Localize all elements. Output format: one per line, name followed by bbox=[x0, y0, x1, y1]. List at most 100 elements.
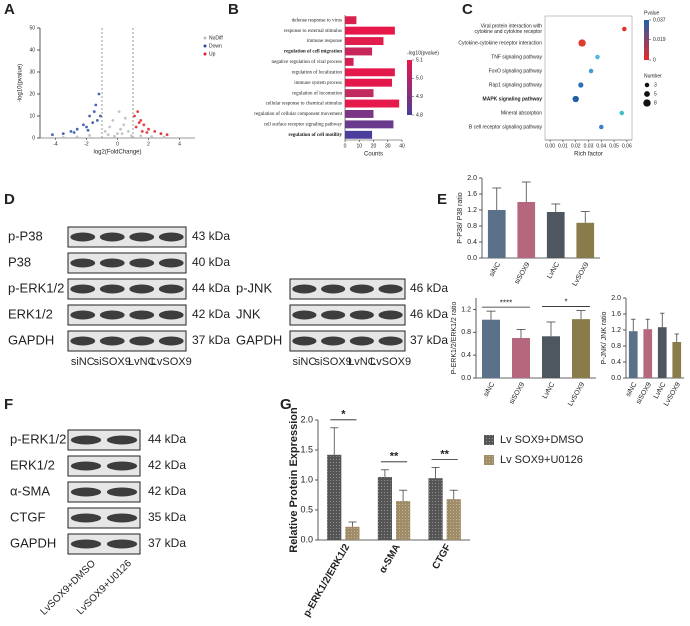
x-tick-label: 2 bbox=[147, 141, 150, 147]
bar-texture bbox=[396, 501, 411, 540]
point bbox=[122, 123, 126, 127]
x-tick-label: 0 bbox=[116, 141, 119, 147]
lane-label: siNC bbox=[292, 356, 316, 368]
legend-label: 3 bbox=[654, 82, 657, 88]
x-tick-label: LvSOX9 bbox=[567, 381, 586, 407]
blot-size: 37 kDa bbox=[148, 536, 186, 550]
blot-band bbox=[106, 539, 138, 549]
y-tick-label: 1.2 bbox=[461, 306, 471, 313]
point bbox=[97, 92, 101, 96]
blot-label: p-JNK bbox=[236, 280, 272, 295]
blot-band bbox=[129, 258, 155, 268]
bar-texture bbox=[327, 454, 342, 540]
dot bbox=[588, 68, 594, 74]
blot-band bbox=[99, 258, 125, 268]
colorbar bbox=[644, 20, 649, 60]
bar bbox=[345, 89, 374, 98]
legend-dot bbox=[644, 91, 650, 97]
blot-size: 35 kDa bbox=[148, 510, 186, 524]
blot-band bbox=[321, 336, 346, 346]
point bbox=[106, 133, 110, 137]
bar bbox=[345, 16, 357, 25]
y-tick-label: cellular response to chemical stimulus bbox=[266, 102, 342, 107]
x-tick-label: 0.03 bbox=[584, 143, 594, 149]
point bbox=[113, 134, 116, 138]
x-tick-label: siSOX9 bbox=[508, 381, 526, 405]
y-tick-label: 1.5 bbox=[300, 444, 313, 454]
y-tick-label: 50 bbox=[29, 25, 35, 31]
blot-strip bbox=[67, 330, 187, 352]
point bbox=[165, 133, 169, 137]
x-tick-label: siSOX9 bbox=[514, 261, 532, 285]
x-axis-label: log2(FoldChange) bbox=[93, 150, 141, 156]
point bbox=[95, 119, 99, 122]
point bbox=[145, 131, 149, 134]
blot-band bbox=[349, 310, 374, 320]
legend-label: 8 bbox=[654, 100, 657, 106]
y-tick-label: 0.8 bbox=[467, 223, 477, 230]
point bbox=[82, 123, 85, 127]
point bbox=[134, 125, 138, 129]
point bbox=[92, 110, 96, 113]
blot-strip bbox=[67, 304, 187, 326]
point bbox=[86, 128, 90, 132]
x-tick-label: 10 bbox=[356, 143, 362, 149]
legend-dot bbox=[644, 82, 650, 88]
blot-band bbox=[99, 336, 125, 346]
point bbox=[136, 110, 140, 113]
point bbox=[162, 135, 166, 139]
blot-size: 44 kDa bbox=[148, 432, 186, 446]
point bbox=[69, 130, 73, 133]
blot-strip bbox=[289, 330, 406, 352]
x-tick-label: 0.05 bbox=[609, 143, 619, 149]
plot-frame bbox=[544, 15, 633, 141]
blot-band bbox=[378, 336, 403, 346]
y-tick-label: immune system process bbox=[294, 81, 342, 86]
blot-band bbox=[70, 487, 102, 497]
legend-label: NoDiff bbox=[209, 35, 223, 41]
blot-band bbox=[70, 513, 102, 523]
legend-texture bbox=[484, 435, 494, 445]
y-tick-label: 0.4 bbox=[611, 359, 621, 366]
point bbox=[99, 114, 102, 118]
blot-label: p-P38 bbox=[8, 228, 43, 243]
bar bbox=[643, 329, 653, 378]
blot-band bbox=[129, 310, 155, 320]
y-tick-label: 0.0 bbox=[300, 534, 313, 544]
x-tick-label: 0.00 bbox=[545, 143, 555, 149]
y-tick-label: Mineral absorption bbox=[501, 110, 542, 116]
blot-band bbox=[106, 461, 138, 471]
y-tick-label: B cell receptor signaling pathway bbox=[469, 124, 543, 130]
bar bbox=[512, 338, 530, 378]
legend-label: Lv SOX9+U0126 bbox=[500, 454, 583, 466]
legend-label: Down bbox=[209, 43, 222, 49]
lane-label: LvSOX9 bbox=[151, 356, 192, 368]
blot-size: 46 kDa bbox=[410, 281, 448, 295]
y-tick-label: Viral protein interaction with cytokine a… bbox=[474, 24, 542, 36]
legend-texture bbox=[484, 455, 494, 465]
point bbox=[61, 132, 65, 136]
x-tick-label: siNC bbox=[483, 381, 497, 398]
blot-band bbox=[106, 487, 138, 497]
blot-band bbox=[349, 336, 374, 346]
blot-label: ERK1/2 bbox=[10, 457, 55, 472]
x-axis-label: Counts bbox=[364, 152, 383, 158]
bar bbox=[345, 130, 373, 139]
bar bbox=[482, 319, 500, 378]
y-tick-label: regulation of locomotion bbox=[292, 91, 342, 96]
y-axis-label: Relative Protein Expression bbox=[288, 407, 300, 553]
panel-label: F bbox=[4, 396, 13, 413]
blot-strip bbox=[67, 507, 141, 529]
y-tick-label: 0.4 bbox=[467, 239, 477, 246]
bar bbox=[345, 68, 395, 77]
y-tick-label: 20 bbox=[29, 91, 35, 97]
panel-label: E bbox=[437, 191, 447, 208]
x-tick-label: LvSOX9 bbox=[571, 261, 590, 287]
blot-size: 42 kDa bbox=[148, 484, 186, 498]
blot-label: GAPDH bbox=[236, 332, 282, 347]
point bbox=[117, 110, 121, 113]
y-tick-label: defense response to virus bbox=[292, 18, 342, 23]
point bbox=[91, 121, 95, 124]
blot-band bbox=[292, 284, 317, 294]
